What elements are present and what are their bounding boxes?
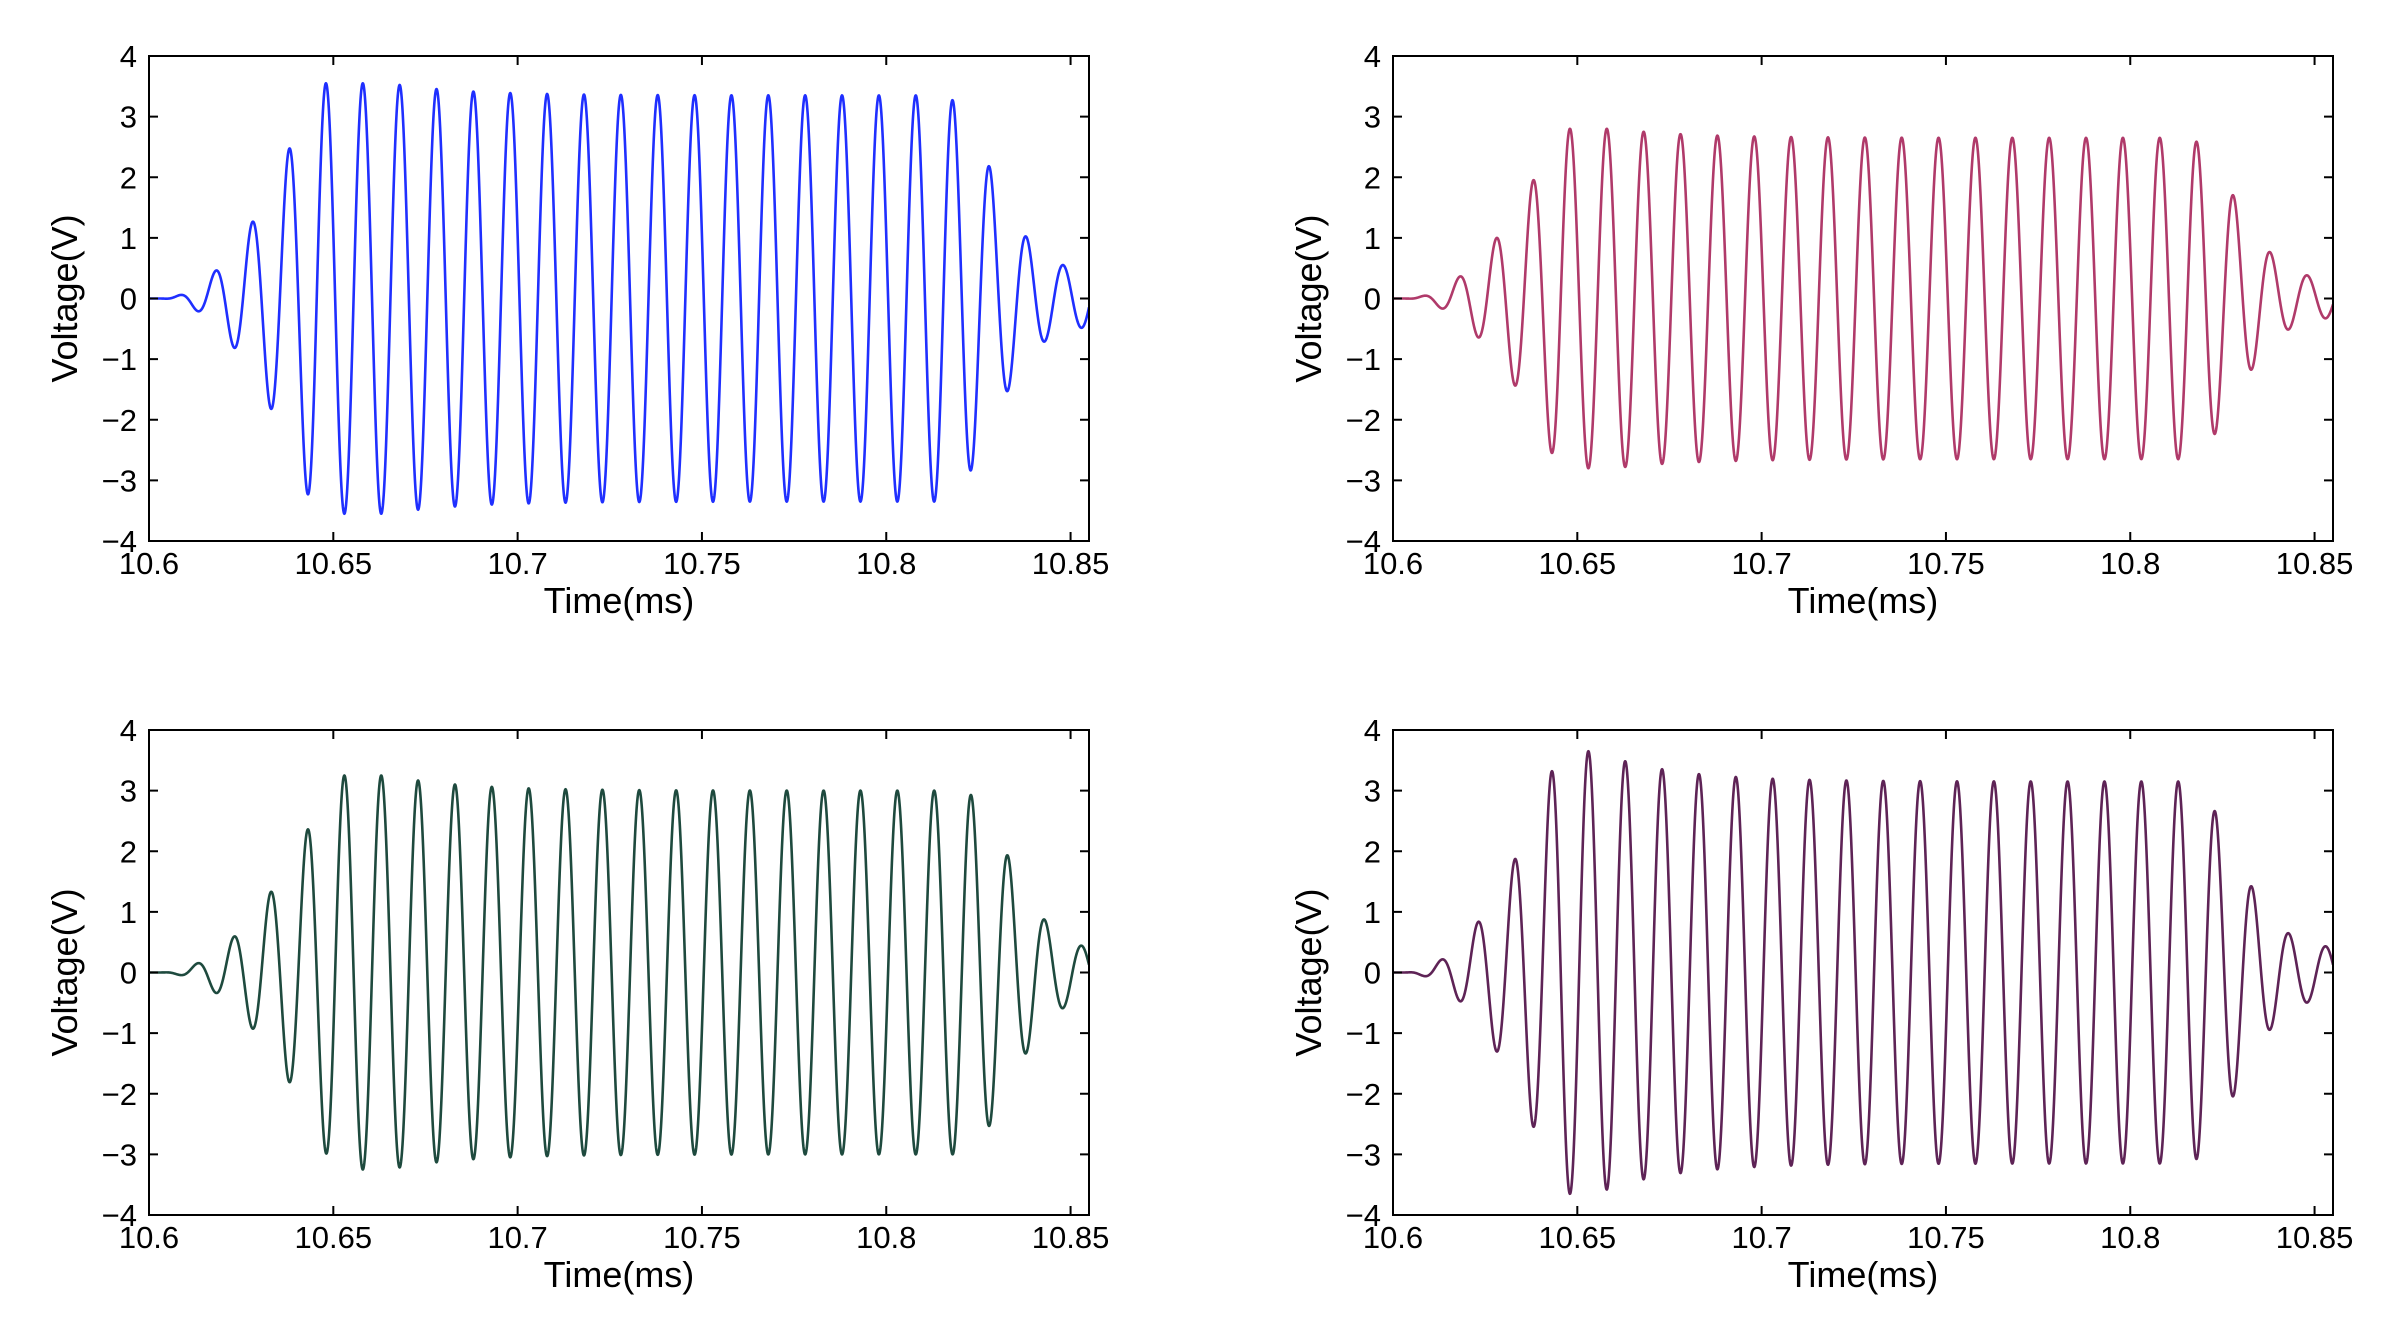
y-axis-label: Voltage(V) (44, 888, 85, 1056)
y-tick-label: −2 (1346, 403, 1381, 438)
y-tick-label: 3 (120, 100, 137, 135)
y-tick-label: 4 (120, 39, 137, 74)
x-tick-label: 10.85 (1032, 546, 1110, 581)
x-tick-label: 10.75 (663, 1220, 741, 1255)
x-tick-label: 10.8 (856, 1220, 916, 1255)
x-tick-label: 10.7 (1731, 546, 1791, 581)
chart-panel-1: 10.6 10.65 10.7 10.75 10.8 10.85 −4 −3 −2 −1 0 1 2 3 4… (44, 39, 1109, 621)
x-tick-label: 10.8 (2100, 1220, 2160, 1255)
y-tick-label: −4 (102, 524, 137, 559)
series-line-1-1 (149, 81, 1089, 516)
y-tick-label: −2 (1346, 1077, 1381, 1112)
x-tick-label: 10.6 (1363, 546, 1423, 581)
y-tick-label: −4 (1346, 1198, 1381, 1233)
y-tick-label: −3 (1346, 1137, 1381, 1172)
y-tick-label: 4 (1364, 713, 1381, 748)
y-tick-label: 2 (1364, 160, 1381, 195)
y-tick-label: 2 (1364, 834, 1381, 869)
x-axis-label: Time(ms) (544, 1254, 695, 1295)
y-tick-label: −1 (102, 342, 137, 377)
x-axis-label: Time(ms) (1788, 580, 1939, 621)
y-tick-label: −2 (102, 403, 137, 438)
y-tick-label: 1 (120, 221, 137, 256)
chart-panel-3: 10.6 10.65 10.7 10.75 10.8 10.85 −4 −3 −2 −1 0 1 2 3 4… (44, 713, 1109, 1295)
y-tick-label: −2 (102, 1077, 137, 1112)
x-tick-label: 10.75 (1907, 546, 1985, 581)
y-tick-label: 3 (1364, 774, 1381, 809)
y-tick-label: 0 (120, 956, 137, 991)
x-tick-label: 10.85 (2276, 1220, 2354, 1255)
y-tick-label: 4 (120, 713, 137, 748)
x-tick-label: 10.8 (2100, 546, 2160, 581)
x-tick-label: 10.65 (295, 1220, 373, 1255)
y-tick-label: −1 (1346, 342, 1381, 377)
series-line-3-1 (149, 774, 1089, 1171)
y-tick-label: 0 (1364, 956, 1381, 991)
x-tick-label: 10.6 (119, 546, 179, 581)
y-tick-label: 1 (120, 895, 137, 930)
y-tick-label: 3 (120, 774, 137, 809)
x-tick-label: 10.7 (1731, 1220, 1791, 1255)
series-line-2-1 (1393, 127, 2333, 470)
y-tick-label: −3 (102, 463, 137, 498)
x-tick-label: 10.7 (487, 1220, 547, 1255)
x-axis-label: Time(ms) (1788, 1254, 1939, 1295)
chart-panel-2: 10.6 10.65 10.7 10.75 10.8 10.85 −4 −3 −2 −1 0 1 2 3 4… (1288, 39, 2353, 621)
x-axis-label: Time(ms) (544, 580, 695, 621)
y-tick-label: 0 (120, 282, 137, 317)
y-tick-label: −3 (1346, 463, 1381, 498)
y-tick-label: 1 (1364, 895, 1381, 930)
x-tick-label: 10.7 (487, 546, 547, 581)
y-tick-label: 1 (1364, 221, 1381, 256)
y-tick-label: −1 (1346, 1016, 1381, 1051)
y-tick-label: 3 (1364, 100, 1381, 135)
y-tick-label: −1 (102, 1016, 137, 1051)
y-tick-label: 2 (120, 834, 137, 869)
x-tick-label: 10.85 (2276, 546, 2354, 581)
axes-frame (148, 55, 1090, 542)
x-tick-label: 10.65 (1539, 1220, 1617, 1255)
y-axis-label: Voltage(V) (44, 214, 85, 382)
y-tick-label: −3 (102, 1137, 137, 1172)
x-tick-label: 10.75 (663, 546, 741, 581)
y-tick-label: 4 (1364, 39, 1381, 74)
y-axis-label: Voltage(V) (1288, 888, 1329, 1056)
chart-panel-4: 10.6 10.65 10.7 10.75 10.8 10.85 −4 −3 −2 −1 0 1 2 3 4… (1288, 713, 2353, 1295)
y-tick-label: 2 (120, 160, 137, 195)
y-tick-label: −4 (1346, 524, 1381, 559)
series-line-4-1 (1393, 749, 2333, 1196)
x-tick-label: 10.65 (295, 546, 373, 581)
x-tick-label: 10.85 (1032, 1220, 1110, 1255)
x-tick-label: 10.6 (1363, 1220, 1423, 1255)
y-tick-label: 0 (1364, 282, 1381, 317)
x-tick-label: 10.75 (1907, 1220, 1985, 1255)
x-tick-label: 10.8 (856, 546, 916, 581)
x-tick-label: 10.6 (119, 1220, 179, 1255)
y-tick-label: −4 (102, 1198, 137, 1233)
axes-frame (1392, 55, 2334, 542)
x-tick-label: 10.65 (1539, 546, 1617, 581)
y-axis-label: Voltage(V) (1288, 214, 1329, 382)
